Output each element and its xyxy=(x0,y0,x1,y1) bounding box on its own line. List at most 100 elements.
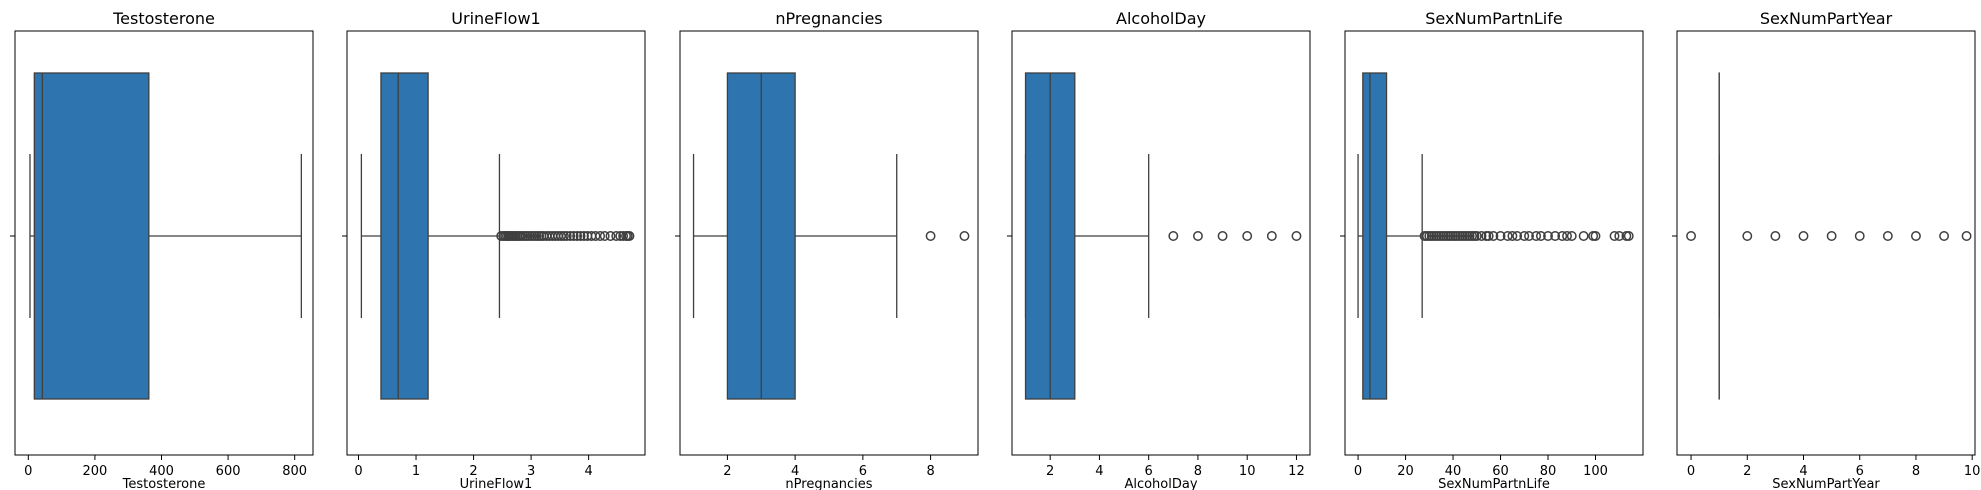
x-axis-label: AlcoholDay xyxy=(1124,477,1197,490)
outlier-point xyxy=(1531,231,1542,241)
outlier-point xyxy=(624,231,635,241)
outlier-point xyxy=(1609,231,1620,241)
x-tick-label: 20 xyxy=(1397,464,1414,479)
outlier-point xyxy=(1488,231,1499,241)
outlier-point xyxy=(590,231,601,241)
outlier-point xyxy=(1471,231,1482,241)
x-tick-label: 6 xyxy=(859,464,867,479)
outlier-point xyxy=(1535,231,1546,241)
x-tick-label: 200 xyxy=(82,464,107,479)
outlier-point xyxy=(572,231,583,241)
x-tick-label: 8 xyxy=(1194,464,1202,479)
outlier-point xyxy=(1939,231,1950,241)
outlier-point xyxy=(1882,231,1893,241)
x-tick-label: 100 xyxy=(1583,464,1608,479)
axes-frame xyxy=(679,30,979,456)
x-tick-label: 3 xyxy=(527,464,535,479)
x-tick-label: 8 xyxy=(926,464,934,479)
outlier-point xyxy=(1217,231,1228,241)
outlier-point xyxy=(1854,231,1865,241)
x-axis-label: UrineFlow1 xyxy=(460,477,533,490)
outlier-point xyxy=(1550,231,1561,241)
axes-frame xyxy=(1011,30,1311,456)
outlier-point xyxy=(599,231,610,241)
x-tick-label: 4 xyxy=(584,464,592,479)
outlier-point xyxy=(1192,231,1203,241)
outlier-point xyxy=(561,231,572,241)
subplot-title: UrineFlow1 xyxy=(451,9,540,28)
x-tick-label: 6 xyxy=(1145,464,1153,479)
outlier-point xyxy=(1507,231,1518,241)
outlier-point xyxy=(1798,231,1809,241)
x-tick-label: 0 xyxy=(1354,464,1362,479)
outlier-point xyxy=(1543,231,1553,241)
outlier-point xyxy=(605,231,616,241)
subplot-5: 0 20 40 60 80 100 SexNumPartnLife SexNumPartnLi… xyxy=(1340,9,1644,490)
outlier-point xyxy=(1623,231,1634,241)
outlier-point xyxy=(1524,231,1534,241)
x-tick-label: 0 xyxy=(354,464,362,479)
axes-frame xyxy=(1344,30,1644,456)
outlier-point xyxy=(1566,231,1577,241)
x-tick-label: 4 xyxy=(1799,464,1807,479)
outlier-point xyxy=(618,231,629,241)
subplot-6: 0 2 4 6 8 10 SexNumPartYear SexNumPartYear xyxy=(1672,9,1980,490)
outlier-point xyxy=(925,231,936,241)
outlier-point xyxy=(1826,231,1837,241)
outlier-point xyxy=(1961,231,1972,241)
outlier-point xyxy=(579,231,589,241)
outlier-point xyxy=(1911,231,1921,241)
x-tick-label: 60 xyxy=(1492,464,1509,479)
outlier-point xyxy=(1476,231,1487,241)
outlier-point xyxy=(1742,231,1753,241)
axes-frame xyxy=(14,30,314,456)
subplot-4: 2 4 6 8 10 12 AlcoholDay AlcoholDay xyxy=(1007,9,1311,490)
x-tick-label: 1 xyxy=(412,464,420,479)
outlier-point xyxy=(595,231,606,241)
x-tick-label: 8 xyxy=(1912,464,1920,479)
x-tick-label: 6 xyxy=(1856,464,1864,479)
outlier-point xyxy=(1502,231,1513,241)
x-tick-label: 4 xyxy=(791,464,799,479)
outlier-point xyxy=(565,231,576,241)
iqr-box xyxy=(33,72,150,400)
axes-frame xyxy=(346,30,646,456)
x-tick-label: 10 xyxy=(1239,464,1256,479)
outlier-point xyxy=(959,231,970,241)
x-tick-label: 2 xyxy=(723,464,731,479)
outlier-point xyxy=(1291,231,1302,241)
x-tick-label: 80 xyxy=(1540,464,1557,479)
outlier-point xyxy=(1512,231,1523,241)
outlier-point xyxy=(1557,231,1568,241)
outlier-point xyxy=(1770,231,1781,241)
x-tick-label: 2 xyxy=(1046,464,1054,479)
outlier-point xyxy=(1519,231,1530,241)
x-tick-label: 2 xyxy=(469,464,477,479)
x-tick-label: 4 xyxy=(1095,464,1103,479)
subplot-title: nPregnancies xyxy=(775,9,882,28)
outlier-point xyxy=(1266,231,1277,241)
x-tick-label: 400 xyxy=(149,464,174,479)
iqr-box xyxy=(1362,72,1388,400)
subplot-title: AlcoholDay xyxy=(1116,9,1206,28)
outlier-point xyxy=(568,231,579,241)
outlier-point xyxy=(1590,231,1601,241)
outlier-point xyxy=(558,231,569,241)
outlier-point xyxy=(1483,231,1494,241)
subplot-title: SexNumPartYear xyxy=(1760,9,1893,28)
x-axis-label: nPregnancies xyxy=(785,477,872,490)
subplot-2: 0 1 2 3 4 UrineFlow1 UrineFlow1 xyxy=(342,9,646,490)
outlier-point xyxy=(556,231,566,241)
x-tick-label: 600 xyxy=(216,464,241,479)
outlier-point xyxy=(1495,231,1506,241)
subplot-1: 0 200 400 600 800 Testosterone Testosterone xyxy=(10,9,314,490)
outlier-point xyxy=(1578,231,1589,241)
outlier-point xyxy=(1614,231,1625,241)
subplot-3: 2 4 6 8 nPregnancies nPregnancies xyxy=(675,9,979,490)
iqr-box xyxy=(380,72,429,400)
outlier-point xyxy=(611,231,622,241)
x-axis-label: Testosterone xyxy=(122,477,206,490)
x-tick-label: 800 xyxy=(282,464,307,479)
x-tick-label: 2 xyxy=(1743,464,1751,479)
